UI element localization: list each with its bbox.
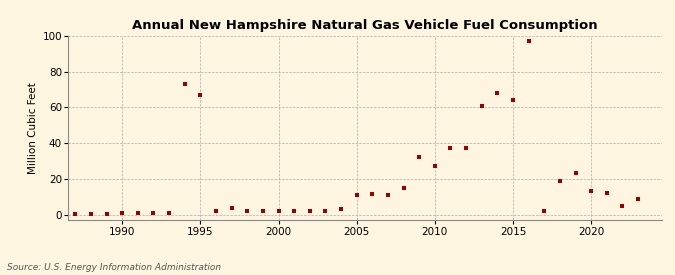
- Point: [257, 209, 268, 213]
- Point: [632, 197, 643, 202]
- Point: [398, 186, 409, 190]
- Point: [445, 146, 456, 151]
- Point: [242, 209, 252, 213]
- Point: [601, 191, 612, 195]
- Point: [523, 39, 534, 43]
- Point: [289, 209, 300, 213]
- Point: [148, 211, 159, 215]
- Text: Source: U.S. Energy Information Administration: Source: U.S. Energy Information Administ…: [7, 263, 221, 272]
- Point: [304, 209, 315, 213]
- Point: [195, 93, 206, 97]
- Point: [508, 98, 518, 102]
- Point: [351, 193, 362, 197]
- Point: [164, 211, 175, 215]
- Point: [539, 209, 549, 213]
- Point: [429, 164, 440, 169]
- Point: [86, 211, 97, 216]
- Point: [492, 91, 503, 95]
- Point: [414, 155, 425, 160]
- Point: [554, 178, 565, 183]
- Point: [211, 209, 221, 213]
- Point: [477, 103, 487, 108]
- Point: [180, 82, 190, 86]
- Point: [117, 211, 128, 215]
- Point: [367, 192, 378, 196]
- Point: [383, 193, 394, 197]
- Point: [586, 189, 597, 194]
- Title: Annual New Hampshire Natural Gas Vehicle Fuel Consumption: Annual New Hampshire Natural Gas Vehicle…: [132, 19, 597, 32]
- Point: [617, 204, 628, 208]
- Point: [320, 209, 331, 213]
- Point: [226, 206, 237, 211]
- Y-axis label: Million Cubic Feet: Million Cubic Feet: [28, 82, 38, 174]
- Point: [335, 207, 346, 211]
- Point: [101, 211, 112, 216]
- Point: [70, 211, 81, 216]
- Point: [570, 171, 581, 176]
- Point: [132, 211, 143, 215]
- Point: [273, 209, 284, 213]
- Point: [461, 145, 472, 150]
